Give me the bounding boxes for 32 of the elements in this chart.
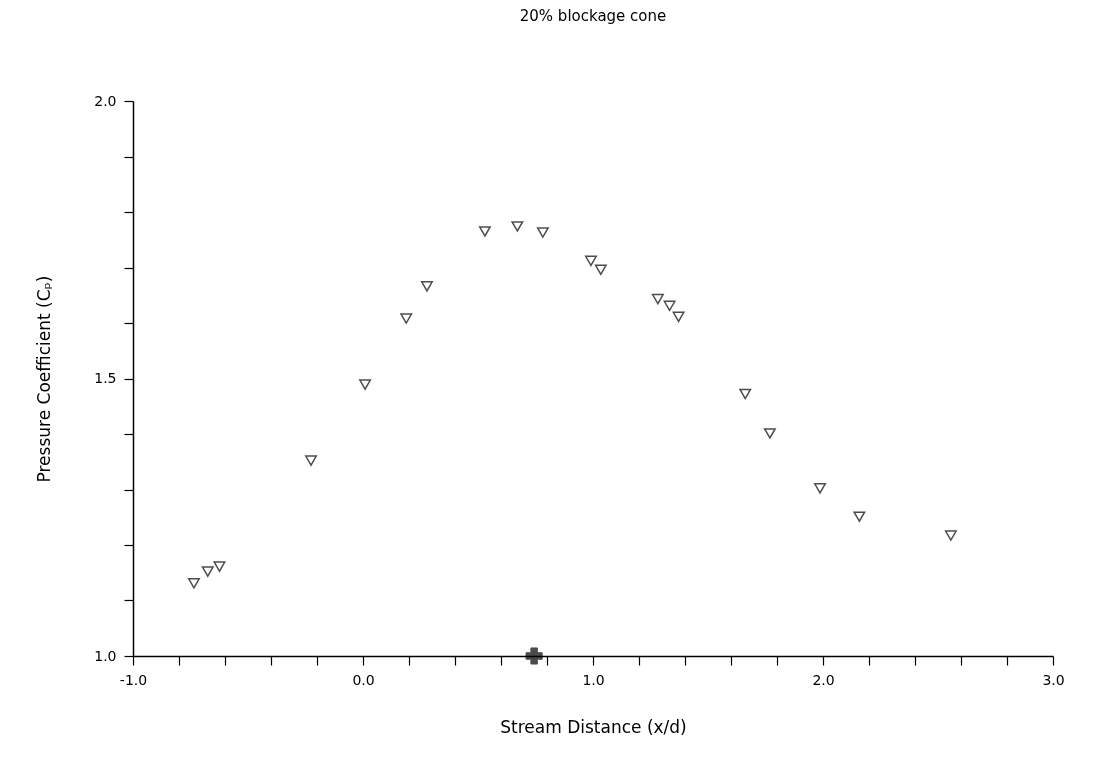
point [359, 379, 372, 390]
y-tick-label: 2.0 [94, 92, 117, 109]
point [536, 227, 549, 238]
x-axis-title: Stream Distance (x/d) [500, 716, 687, 737]
x-tick-label: -1.0 [119, 671, 148, 688]
point [400, 313, 413, 324]
point [594, 264, 607, 276]
point [763, 428, 776, 439]
point [584, 255, 597, 267]
point [187, 578, 200, 589]
x-tick-label: 0.0 [352, 671, 375, 688]
point [651, 293, 664, 305]
x-tick-label: 2.0 [812, 671, 835, 688]
point [672, 311, 685, 323]
y-axis-title: Pressure Coefficient (Cₚ) [34, 275, 55, 483]
chart-title: 20% blockage cone [519, 7, 667, 25]
point [814, 483, 826, 494]
point [525, 647, 543, 665]
point [305, 455, 318, 466]
y-tick-label: 1.5 [94, 370, 117, 386]
point [663, 300, 676, 312]
point [478, 226, 491, 237]
y-tick-label: 1.0 [94, 647, 117, 664]
point [201, 566, 214, 577]
x-tick-label: 3.0 [1042, 671, 1065, 688]
point [853, 511, 866, 522]
point [213, 561, 226, 572]
x-tick-label: 1.0 [582, 671, 605, 688]
point [511, 221, 524, 232]
point [420, 281, 433, 292]
point [944, 530, 957, 541]
point [739, 388, 752, 400]
